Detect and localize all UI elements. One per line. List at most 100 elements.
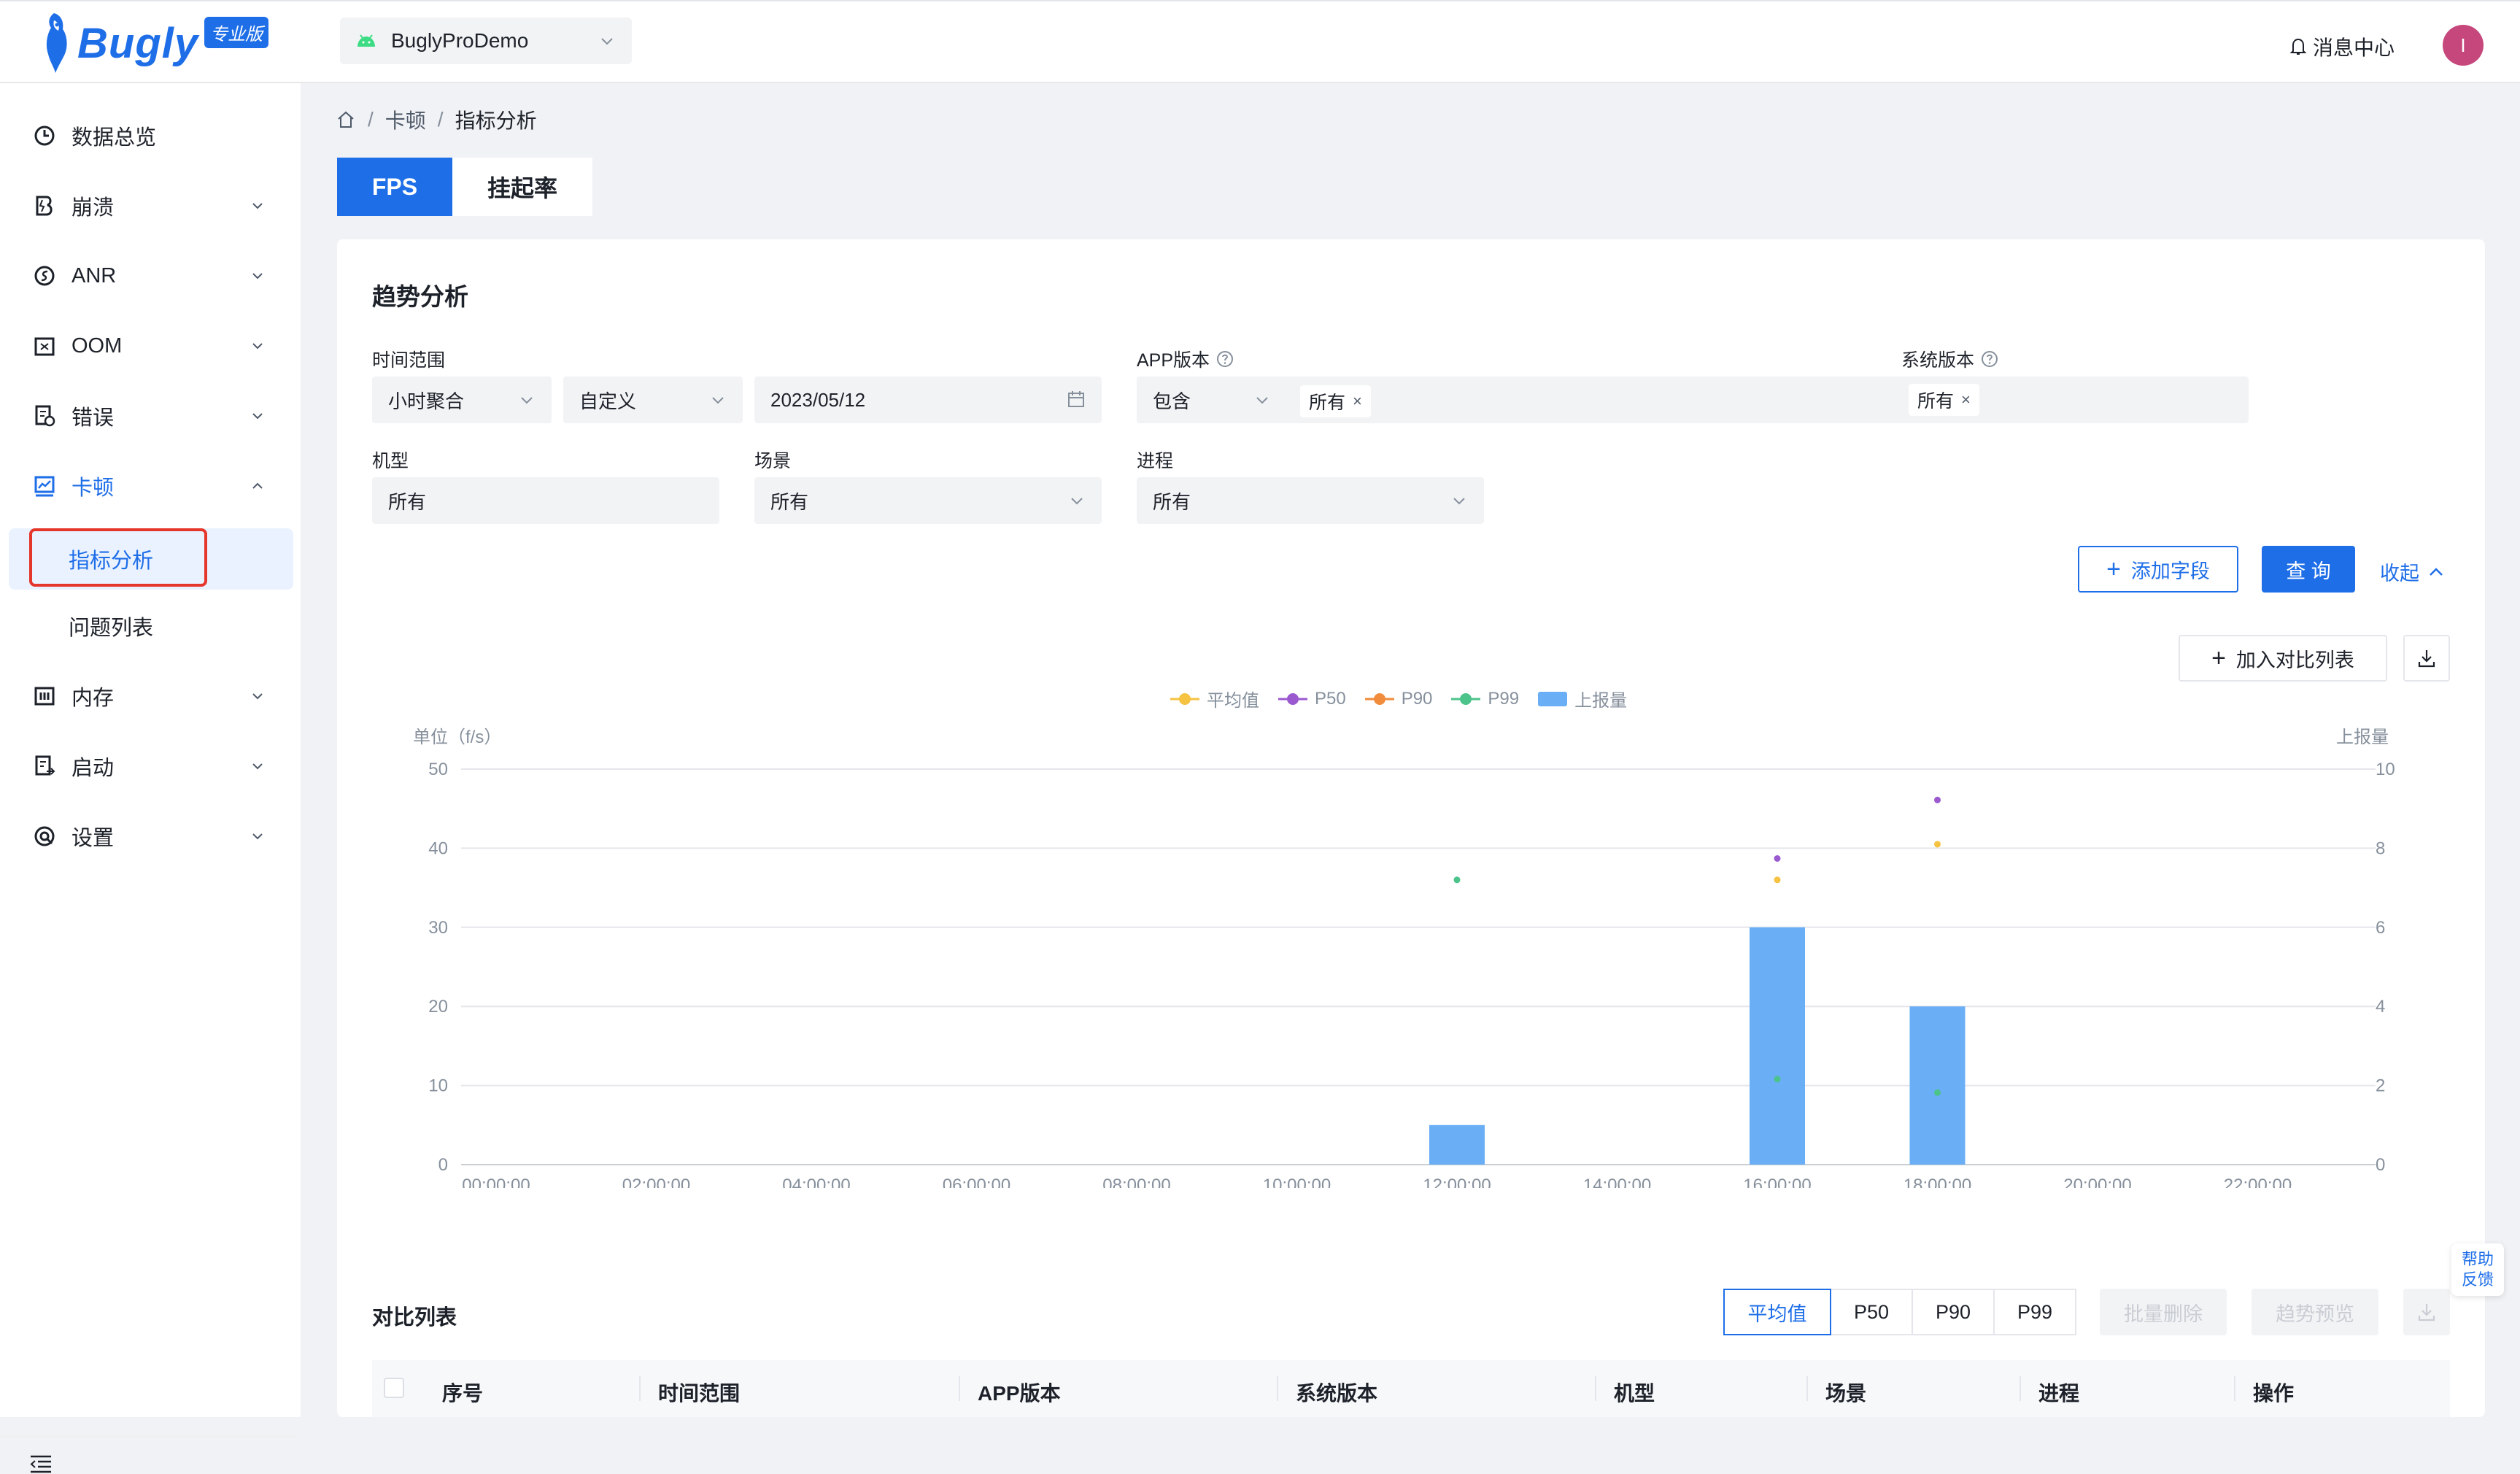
- app-version-tag[interactable]: 所有 ×: [1300, 385, 1371, 417]
- legend-item-p50[interactable]: P50: [1277, 689, 1346, 709]
- help-circle-icon[interactable]: [1980, 350, 1999, 368]
- chevron-down-icon: [1071, 498, 1083, 505]
- chevron-down-icon: [252, 693, 263, 700]
- os-version-label: 系统版本: [1901, 346, 1999, 372]
- legend-item-p90[interactable]: P90: [1364, 688, 1433, 709]
- bugly-logo[interactable]: Bugly 专业版: [38, 10, 269, 76]
- tab-hang-rate[interactable]: 挂起率: [452, 158, 592, 216]
- sidebar-item-overview[interactable]: 数据总览: [0, 101, 301, 171]
- sidebar-item-memory[interactable]: 内存: [0, 661, 301, 731]
- legend-item-avg[interactable]: 平均值: [1169, 686, 1259, 711]
- legend-item-count[interactable]: 上报量: [1537, 686, 1627, 711]
- add-compare-button[interactable]: + 加入对比列表: [2179, 635, 2387, 682]
- memory-icon: [34, 687, 55, 706]
- query-button[interactable]: 查 询: [2262, 546, 2355, 593]
- legend-label: P90: [1401, 688, 1433, 709]
- sidebar-item-anr[interactable]: ANR: [0, 241, 301, 311]
- x-tick-label: 12:00:00: [1423, 1176, 1491, 1188]
- scene-select[interactable]: 所有: [754, 477, 1102, 524]
- settings-icon: [34, 826, 55, 846]
- seg-avg[interactable]: 平均值: [1723, 1289, 1831, 1335]
- x-tick-label: 20:00:00: [2063, 1176, 2131, 1188]
- sidebar-item-label: OOM: [71, 333, 123, 358]
- seg-p50[interactable]: P50: [1830, 1289, 1913, 1335]
- user-avatar[interactable]: I: [2443, 25, 2484, 66]
- sidebar-item-label: 设置: [71, 827, 115, 850]
- chevron-down-icon: [252, 273, 263, 279]
- export-button[interactable]: [2403, 1289, 2450, 1335]
- column-header: 系统版本: [1296, 1382, 1378, 1405]
- top-bar: Bugly 专业版 BuglyProDemo 消息中心 I: [0, 0, 2520, 83]
- chevron-up-icon: [252, 482, 263, 489]
- compare-title: 对比列表: [372, 1306, 457, 1330]
- sidebar-subitem-issues[interactable]: 问题列表: [0, 595, 301, 657]
- y2-tick-label: 8: [2376, 838, 2385, 858]
- sidebar-item-crash[interactable]: 崩溃: [0, 171, 301, 241]
- date-picker[interactable]: 2023/05/12: [754, 377, 1102, 423]
- aggregation-value: 小时聚合: [388, 390, 465, 412]
- tab-fps[interactable]: FPS: [337, 158, 452, 216]
- chart-legend: 平均值 P50 P90 P99 上报量: [1169, 686, 1644, 711]
- help-feedback-button[interactable]: 帮助 反馈: [2451, 1243, 2504, 1296]
- column-header: 机型: [1614, 1382, 1655, 1405]
- crash-icon: [36, 196, 53, 216]
- help-circle-icon[interactable]: [1215, 350, 1234, 368]
- download-icon: [2418, 650, 2435, 668]
- collapse-menu-icon[interactable]: [29, 1454, 53, 1474]
- sidebar-subitem-metrics[interactable]: 指标分析: [9, 528, 293, 590]
- plus-icon: +: [2106, 555, 2121, 583]
- close-icon[interactable]: ×: [1353, 392, 1362, 410]
- range-mode-select[interactable]: 自定义: [563, 377, 743, 423]
- os-version-tag[interactable]: 所有 ×: [1909, 384, 1979, 416]
- sidebar-item-label: 内存: [71, 687, 115, 710]
- aggregation-select[interactable]: 小时聚合: [372, 377, 552, 423]
- download-button[interactable]: [2403, 635, 2450, 682]
- os-version-filter[interactable]: 所有 ×: [1901, 377, 2249, 423]
- batch-delete-button[interactable]: 批量删除: [2100, 1289, 2227, 1335]
- brand-name: Bugly: [77, 19, 199, 67]
- breadcrumb-current: 指标分析: [455, 109, 537, 132]
- breadcrumb-separator: /: [437, 108, 444, 131]
- trend-title: 趋势分析: [372, 283, 468, 310]
- process-value: 所有: [1153, 490, 1191, 513]
- y2-tick-label: 2: [2376, 1076, 2385, 1096]
- message-center[interactable]: 消息中心: [2289, 32, 2395, 61]
- bar-report-count: [1750, 927, 1805, 1165]
- scene-label: 场景: [754, 447, 791, 473]
- y-tick-label: 0: [438, 1155, 448, 1175]
- sidebar-item-launch[interactable]: 启动: [0, 731, 301, 801]
- metric-segment: 平均值 P50 P90 P99: [1723, 1289, 2076, 1335]
- point-P99: [1774, 1076, 1781, 1083]
- legend-item-p99[interactable]: P99: [1450, 689, 1519, 709]
- sidebar-item-oom[interactable]: OOM: [0, 311, 301, 381]
- sidebar-subitem-label: 问题列表: [69, 617, 154, 640]
- sidebar-item-settings[interactable]: 设置: [0, 801, 301, 871]
- app-version-op[interactable]: 包含: [1153, 390, 1191, 412]
- collapse-button[interactable]: 收起: [2380, 557, 2446, 586]
- home-icon[interactable]: [336, 109, 356, 130]
- chevron-down-icon: [712, 397, 724, 404]
- select-all-checkbox[interactable]: [384, 1378, 404, 1398]
- app-version-filter[interactable]: 包含 所有 ×: [1137, 377, 1935, 423]
- column-header: 场景: [1825, 1382, 1867, 1405]
- point-平均值: [1774, 876, 1781, 884]
- close-icon[interactable]: ×: [1961, 390, 1971, 409]
- y-tick-label: 40: [428, 838, 448, 858]
- seg-p90[interactable]: P90: [1912, 1289, 1995, 1335]
- model-select[interactable]: 所有: [372, 477, 719, 524]
- process-select[interactable]: 所有: [1137, 477, 1484, 524]
- point-P99: [1934, 1089, 1941, 1096]
- app-selector[interactable]: BuglyProDemo: [340, 18, 632, 64]
- breadcrumb-separator: /: [368, 108, 374, 131]
- breadcrumb-item[interactable]: 卡顿: [384, 109, 426, 132]
- trend-preview-button[interactable]: 趋势预览: [2252, 1289, 2378, 1335]
- process-label: 进程: [1137, 447, 1173, 473]
- seg-p99[interactable]: P99: [1993, 1289, 2076, 1335]
- sidebar-item-error[interactable]: 错误: [0, 381, 301, 451]
- error-icon: [35, 405, 55, 427]
- app-version-label: APP版本: [1137, 346, 1234, 372]
- legend-marker: [1278, 692, 1307, 705]
- add-field-button[interactable]: + 添加字段: [2078, 546, 2238, 593]
- scene-label-text: 场景: [754, 451, 792, 471]
- sidebar-item-lag[interactable]: 卡顿: [0, 451, 301, 521]
